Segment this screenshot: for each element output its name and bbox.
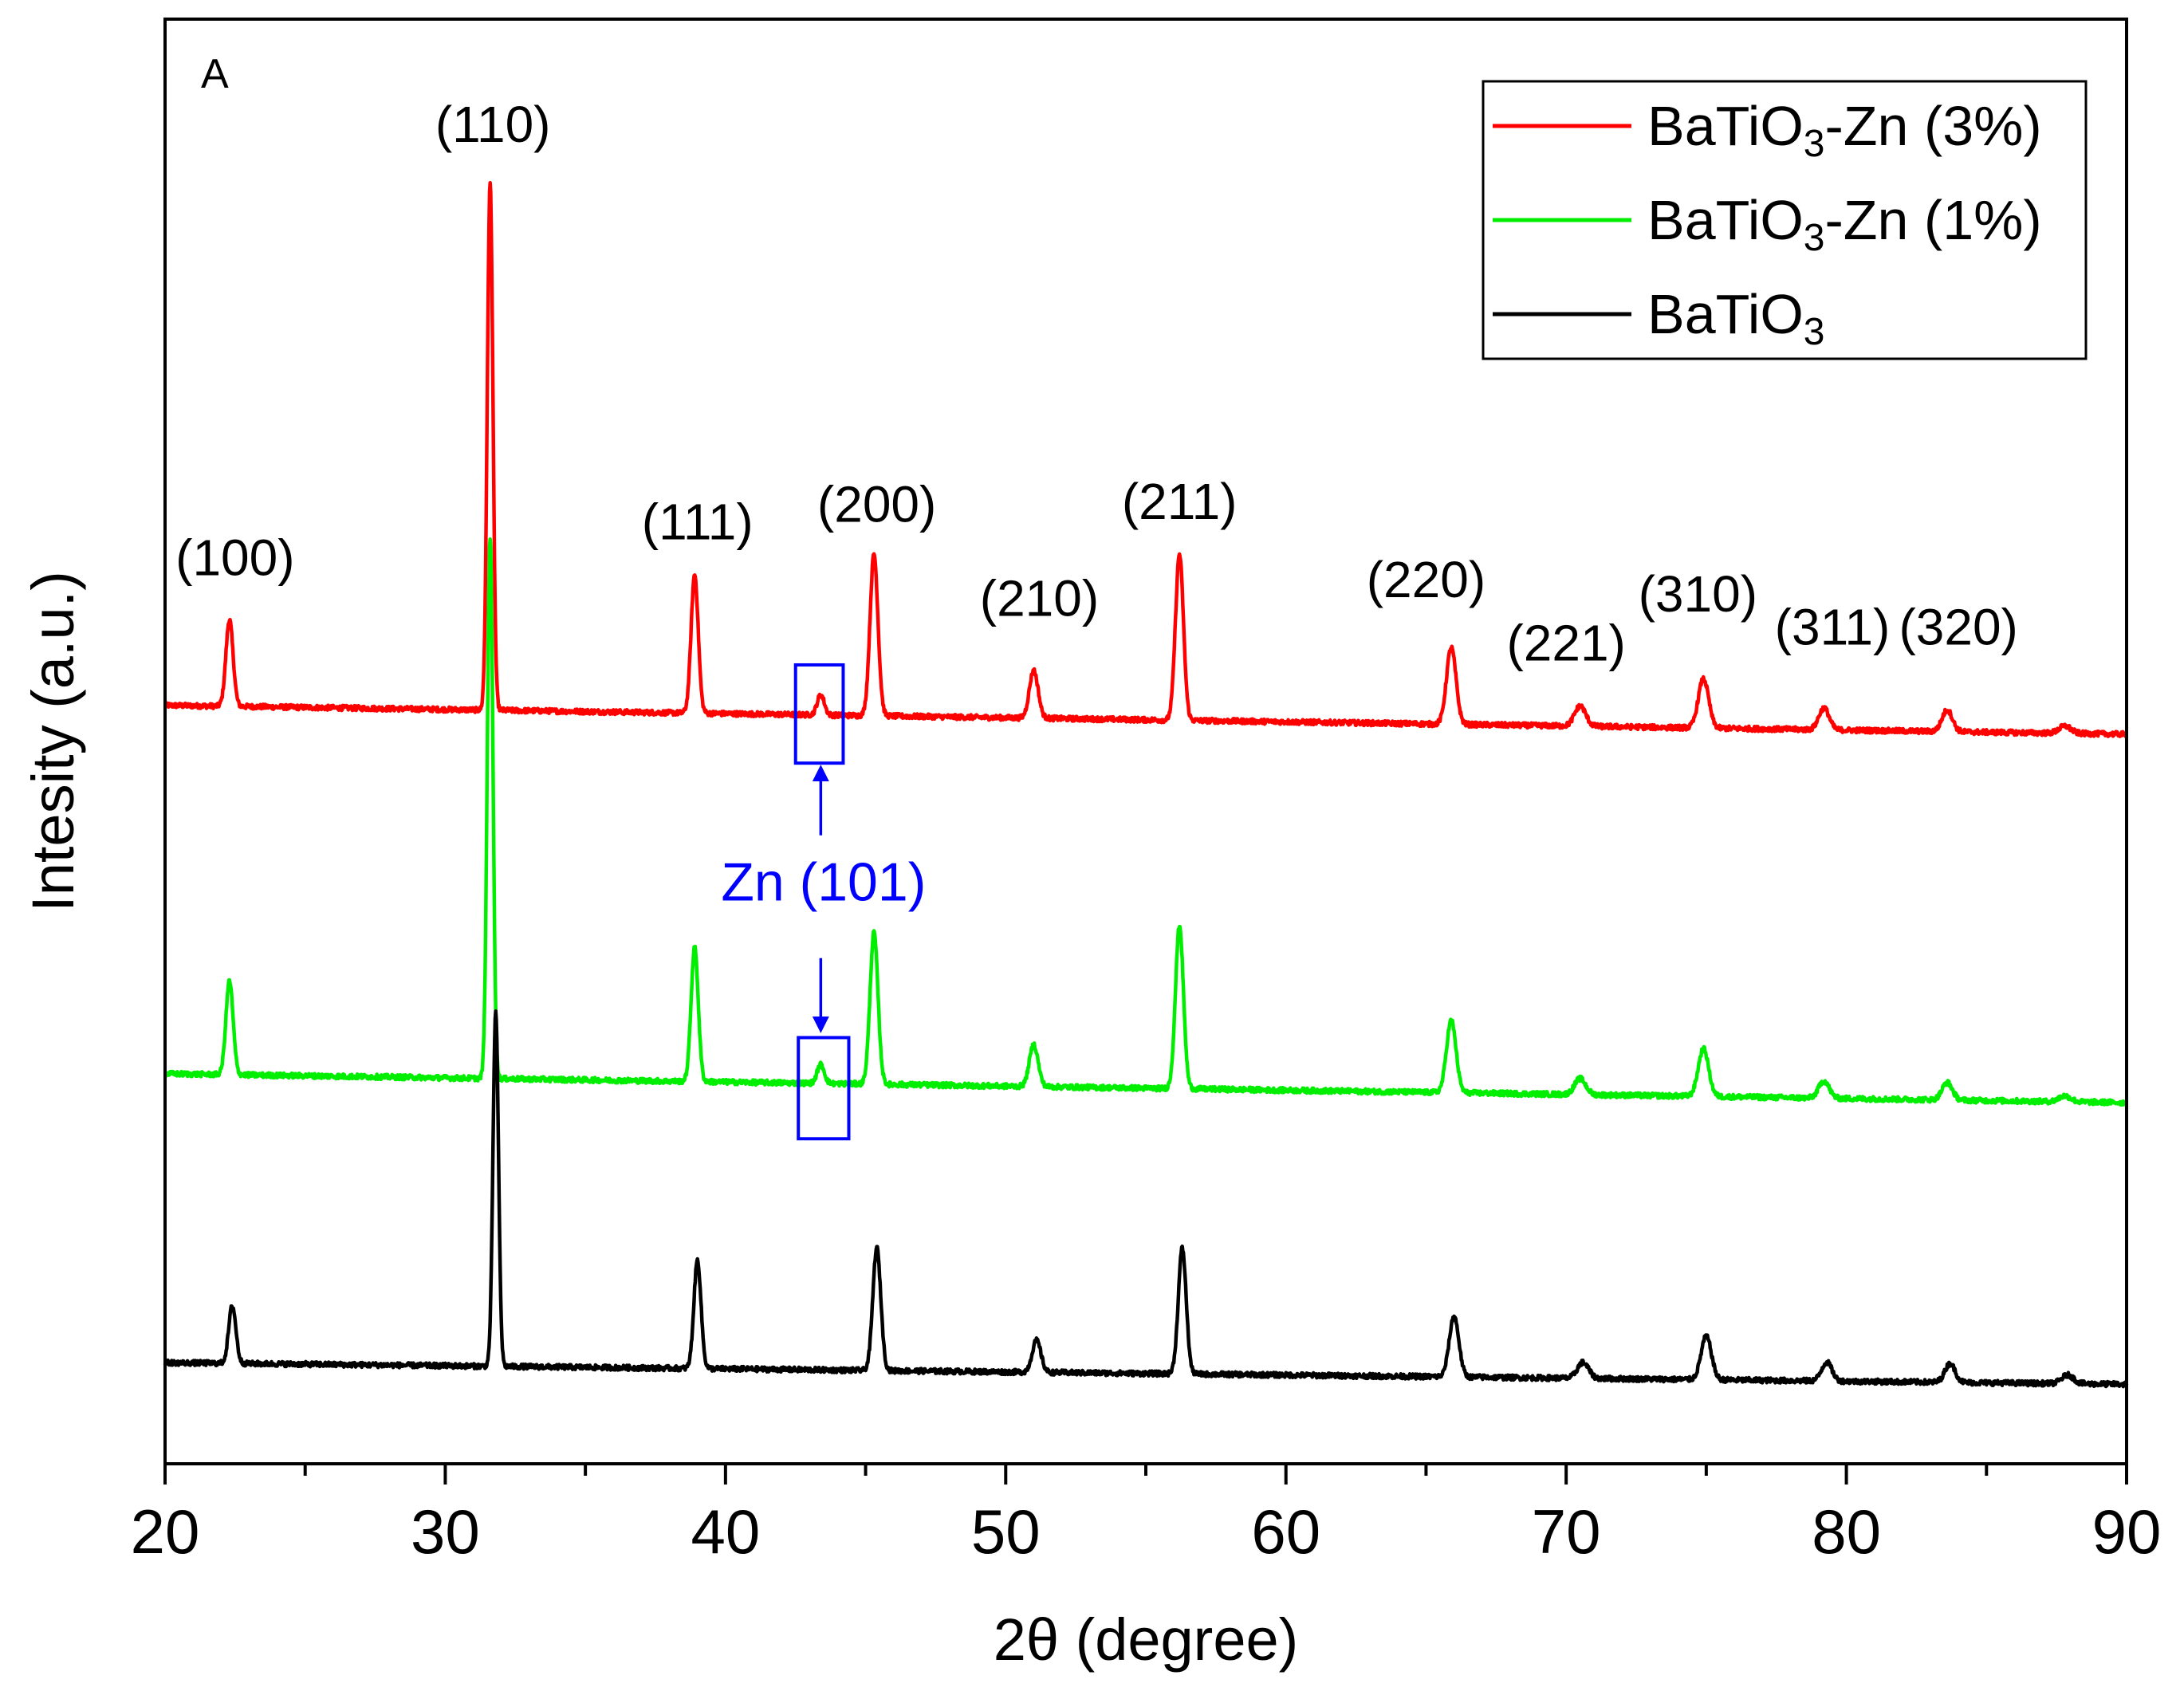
x-tick-label: 30 [411, 1496, 480, 1567]
peak-labels: (100) (110) (111) (200) (210) (211) (220) (221)… [175, 96, 2018, 672]
x-tick-label: 50 [971, 1496, 1041, 1567]
peak-label: (111) [642, 493, 754, 550]
legend-label: BaTiO3-Zn (3%) [1647, 95, 2042, 165]
zn-annotation: Zn (101) [721, 663, 926, 1141]
x-tick-label: 60 [1251, 1496, 1320, 1567]
peak-label: (320) [1899, 599, 2017, 656]
series-line-2 [163, 537, 2129, 1107]
peak-label: (220) [1367, 551, 1486, 608]
x-tick-label: 20 [131, 1496, 200, 1567]
series-lines [163, 181, 2129, 1389]
x-tick-label: 40 [691, 1496, 760, 1567]
y-axis-title: Intesity (a.u.) [20, 571, 86, 912]
zn-box-bottom [797, 1036, 851, 1141]
x-axis-title: 2θ (degree) [994, 1606, 1299, 1673]
peak-label: (311) [1775, 599, 1891, 656]
x-tick-label: 80 [1812, 1496, 1881, 1567]
zn-label: Zn (101) [721, 851, 926, 912]
panel-label: A [201, 51, 229, 97]
x-tick-label: 90 [2092, 1496, 2162, 1567]
peak-label: (211) [1122, 473, 1238, 530]
peak-label: (100) [175, 529, 294, 587]
peak-label: (110) [435, 96, 551, 153]
peak-label: (221) [1506, 615, 1625, 672]
series-line-1 [163, 181, 2128, 738]
legend-label: BaTiO3 [1647, 283, 1824, 353]
x-axis: 20 30 40 50 60 70 80 90 [131, 1464, 2162, 1567]
series-line-3 [163, 1009, 2129, 1389]
peak-label: (210) [980, 569, 1099, 627]
zn-box-top [793, 663, 845, 765]
peak-label: (310) [1639, 565, 1757, 623]
legend: BaTiO3-Zn (3%) BaTiO3-Zn (1%) BaTiO3 [1482, 80, 2088, 360]
legend-label: BaTiO3-Zn (1%) [1647, 189, 2042, 259]
peak-label: (200) [817, 476, 936, 533]
x-tick-label: 70 [1532, 1496, 1601, 1567]
